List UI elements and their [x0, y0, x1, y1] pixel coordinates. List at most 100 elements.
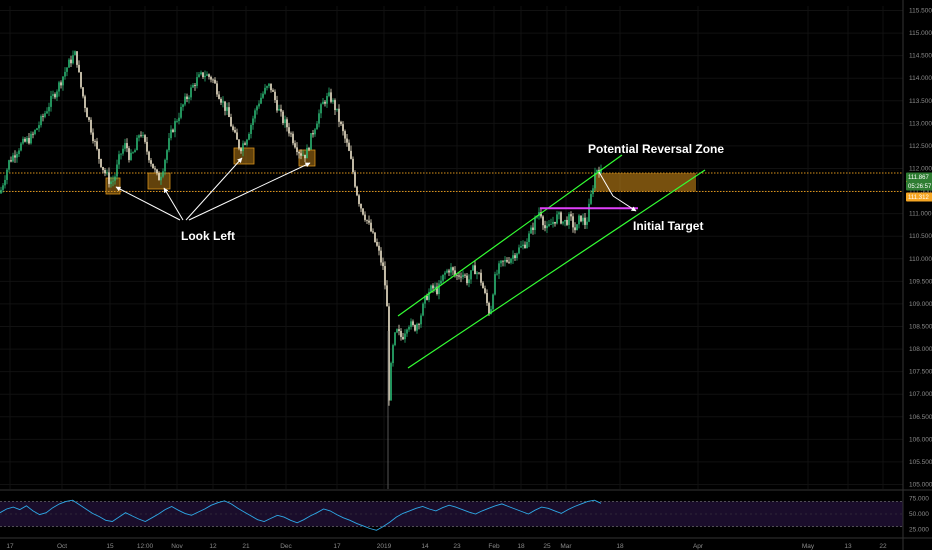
prz-label: Potential Reversal Zone [588, 142, 724, 156]
candle-body [488, 302, 490, 314]
candle-body [276, 100, 278, 111]
candle-body [408, 326, 410, 330]
candle-body [406, 329, 408, 334]
candle-body [448, 270, 450, 273]
candle-body [524, 244, 526, 249]
candle-body [454, 270, 456, 276]
candle-body [36, 128, 38, 130]
candle-body [522, 244, 524, 247]
candle-body [394, 332, 396, 346]
candle-body [56, 91, 58, 98]
candle-body [492, 294, 494, 310]
candle-body [328, 92, 330, 96]
candle-body [64, 71, 66, 77]
candle-body [434, 286, 436, 289]
y-tick-label: 110.000 [909, 256, 932, 263]
x-tick-label: Mar [560, 543, 572, 550]
candles [0, 50, 602, 489]
candle-body [18, 150, 20, 155]
candle-body [532, 227, 534, 231]
candle-body [34, 129, 36, 135]
candle-body [236, 132, 238, 140]
candle-body [294, 143, 296, 148]
candle-body [60, 82, 62, 86]
candle-body [44, 113, 46, 117]
candle-body [290, 133, 292, 135]
candle-body [526, 242, 528, 249]
candle-body [336, 108, 338, 111]
x-tick-label: Dec [280, 543, 292, 550]
candle-body [140, 135, 142, 137]
candle-body [418, 324, 420, 325]
candle-body [300, 153, 302, 156]
candle-body [166, 150, 168, 160]
price-badge-text: 05:26:57 [908, 184, 932, 190]
candle-body [116, 164, 118, 177]
y-tick-label: 112.500 [909, 143, 932, 150]
candle-body [554, 221, 556, 224]
candle-body [286, 119, 288, 128]
candle-body [500, 260, 502, 264]
candle-body [580, 215, 582, 222]
x-tick-label: Feb [488, 543, 500, 550]
candle-body [110, 181, 112, 184]
candle-body [412, 321, 414, 326]
candle-body [332, 100, 334, 102]
candle-body [356, 186, 358, 196]
candle-body [104, 170, 106, 174]
candle-body [20, 143, 22, 151]
candle-body [480, 272, 482, 283]
candle-body [72, 55, 74, 64]
y-tick-label: 108.500 [909, 323, 932, 330]
candle-body [248, 133, 250, 140]
x-tick-label: 17 [6, 543, 14, 550]
candle-body [600, 168, 602, 174]
prz-zone [594, 173, 696, 192]
candle-body [596, 169, 598, 173]
x-tick-label: 13 [844, 543, 852, 550]
candle-body [320, 104, 322, 114]
candle-body [388, 306, 390, 401]
y-tick-label: 115.000 [909, 30, 932, 37]
candle-body [206, 74, 208, 76]
candle-body [192, 85, 194, 88]
candle-body [298, 151, 300, 154]
candle-body [422, 303, 424, 316]
candle-body [390, 363, 392, 401]
candle-body [14, 155, 16, 158]
candle-body [578, 215, 580, 225]
candle-body [352, 158, 354, 173]
candle-body [86, 107, 88, 118]
candle-body [150, 160, 152, 164]
y-tick-label: 106.500 [909, 414, 932, 421]
candle-body [428, 291, 430, 300]
candle-body [508, 261, 510, 263]
candle-body [520, 246, 522, 248]
candle-body [58, 82, 60, 92]
candle-body [66, 67, 68, 72]
candle-body [560, 212, 562, 224]
candle-body [546, 225, 548, 229]
candle-body [28, 137, 30, 144]
candle-body [512, 255, 514, 259]
candle-body [138, 135, 140, 138]
candle-body [376, 242, 378, 246]
candle-body [288, 127, 290, 134]
candle-body [238, 139, 240, 149]
candle-body [174, 121, 176, 132]
x-tick-label: 17 [333, 543, 341, 550]
price-badge-text: 111.312 [908, 195, 929, 201]
look-left-box [233, 147, 255, 165]
candle-body [164, 159, 166, 172]
price-badge-box [906, 172, 932, 182]
candle-body [436, 286, 438, 294]
candle-body [502, 260, 504, 262]
candle-body [118, 154, 120, 165]
candle-body [106, 172, 108, 174]
candle-body [260, 97, 262, 104]
x-tick-label: 18 [517, 543, 525, 550]
trend-channel[interactable] [397, 154, 706, 369]
candle-body [340, 121, 342, 125]
